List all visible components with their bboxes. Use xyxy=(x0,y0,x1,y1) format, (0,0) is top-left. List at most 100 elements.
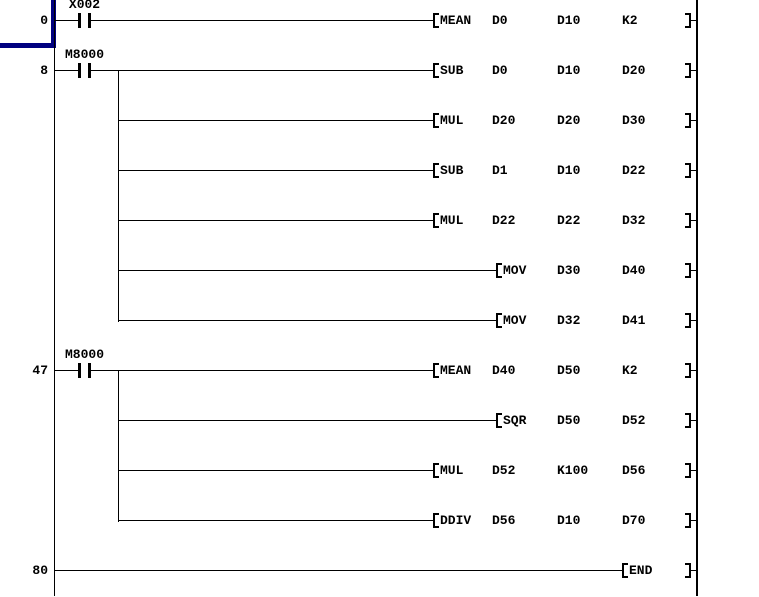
instruction-operand[interactable]: D32 xyxy=(557,313,581,328)
rung-row: 0 X002 MEAN D0 D10 K2 xyxy=(0,0,759,32)
normally-open-contact[interactable] xyxy=(70,10,98,32)
instruction-operand[interactable]: D30 xyxy=(622,113,646,128)
instruction-operand[interactable]: D52 xyxy=(492,463,516,478)
instruction-operand[interactable]: D22 xyxy=(492,213,516,228)
step-number: 80 xyxy=(32,563,48,578)
rung-row: MOV D30 D40 xyxy=(0,260,759,282)
instruction-opcode[interactable]: END xyxy=(629,563,653,578)
instruction-operand[interactable]: D1 xyxy=(492,163,508,178)
instruction-operand[interactable]: D52 xyxy=(622,413,646,428)
open-bracket-icon xyxy=(433,163,439,178)
instruction-operand[interactable]: K2 xyxy=(622,13,638,28)
contact-bar xyxy=(78,13,81,28)
instruction-operand[interactable]: D41 xyxy=(622,313,646,328)
instruction-operand[interactable]: D20 xyxy=(557,113,581,128)
left-power-rail xyxy=(53,0,55,596)
wire xyxy=(118,219,433,221)
instruction-operand[interactable]: K2 xyxy=(622,363,638,378)
wire xyxy=(118,269,496,271)
wire xyxy=(690,19,697,21)
instruction-opcode[interactable]: MUL xyxy=(440,113,464,128)
wire xyxy=(54,19,79,21)
instruction-operand[interactable]: D22 xyxy=(557,213,581,228)
wire xyxy=(118,169,433,171)
instruction-operand[interactable]: D32 xyxy=(622,213,646,228)
wire xyxy=(118,469,433,471)
instruction-operand[interactable]: K100 xyxy=(557,463,589,478)
instruction-operand[interactable]: D10 xyxy=(557,163,581,178)
contact-bar xyxy=(78,63,81,78)
instruction-opcode[interactable]: SUB xyxy=(440,163,464,178)
wire xyxy=(118,319,496,321)
instruction-operand[interactable]: D56 xyxy=(622,463,646,478)
instruction-operand[interactable]: D0 xyxy=(492,63,508,78)
wire xyxy=(690,469,697,471)
instruction-opcode[interactable]: MUL xyxy=(440,463,464,478)
instruction-operand[interactable]: D40 xyxy=(492,363,516,378)
contact-label: X002 xyxy=(68,0,101,12)
open-bracket-icon xyxy=(496,413,502,428)
wire xyxy=(90,369,433,371)
rung-row: DDIV D56 D10 D70 xyxy=(0,510,759,532)
rung-row: SUB D1 D10 D22 xyxy=(0,160,759,182)
open-bracket-icon xyxy=(433,13,439,28)
open-bracket-icon xyxy=(433,363,439,378)
rung-row: 8 M8000 SUB D0 D10 D20 xyxy=(0,48,759,82)
contact-bar xyxy=(88,13,91,28)
rung-row: MOV D32 D41 xyxy=(0,310,759,332)
wire xyxy=(690,319,697,321)
instruction-operand[interactable]: D30 xyxy=(557,263,581,278)
wire xyxy=(690,169,697,171)
open-bracket-icon xyxy=(433,463,439,478)
open-bracket-icon xyxy=(433,63,439,78)
rung-row: MUL D52 K100 D56 xyxy=(0,460,759,482)
normally-open-contact[interactable] xyxy=(70,360,98,382)
instruction-operand[interactable]: D10 xyxy=(557,63,581,78)
instruction-operand[interactable]: D0 xyxy=(492,13,508,28)
open-bracket-icon xyxy=(622,563,628,578)
rung-row: MUL D22 D22 D32 xyxy=(0,210,759,232)
wire xyxy=(90,69,433,71)
instruction-opcode[interactable]: MEAN xyxy=(440,13,472,28)
wire xyxy=(690,119,697,121)
branch-wire xyxy=(117,369,119,522)
instruction-operand[interactable]: D40 xyxy=(622,263,646,278)
instruction-opcode[interactable]: DDIV xyxy=(440,513,472,528)
instruction-operand[interactable]: D70 xyxy=(622,513,646,528)
contact-label: M8000 xyxy=(64,347,104,362)
instruction-opcode[interactable]: SQR xyxy=(503,413,527,428)
instruction-operand[interactable]: D56 xyxy=(492,513,516,528)
instruction-opcode[interactable]: MOV xyxy=(503,313,527,328)
contact-bar xyxy=(78,363,81,378)
wire xyxy=(90,19,433,21)
contact-bar xyxy=(88,63,91,78)
step-number: 47 xyxy=(32,363,48,378)
wire xyxy=(690,269,697,271)
instruction-operand[interactable]: D50 xyxy=(557,413,581,428)
wire xyxy=(54,369,79,371)
wire xyxy=(54,569,623,571)
instruction-opcode[interactable]: MUL xyxy=(440,213,464,228)
open-bracket-icon xyxy=(496,313,502,328)
instruction-operand[interactable]: D22 xyxy=(622,163,646,178)
wire xyxy=(690,519,697,521)
rung-row: SQR D50 D52 xyxy=(0,410,759,432)
normally-open-contact[interactable] xyxy=(70,60,98,82)
instruction-operand[interactable]: D50 xyxy=(557,363,581,378)
instruction-operand[interactable]: D10 xyxy=(557,513,581,528)
wire xyxy=(118,519,433,521)
right-power-rail xyxy=(696,0,698,596)
rung-row: 80 END xyxy=(0,560,759,582)
open-bracket-icon xyxy=(496,263,502,278)
wire xyxy=(54,69,79,71)
instruction-operand[interactable]: D20 xyxy=(622,63,646,78)
wire xyxy=(690,369,697,371)
instruction-opcode[interactable]: SUB xyxy=(440,63,464,78)
instruction-operand[interactable]: D20 xyxy=(492,113,516,128)
instruction-opcode[interactable]: MEAN xyxy=(440,363,472,378)
contact-bar xyxy=(88,363,91,378)
open-bracket-icon xyxy=(433,513,439,528)
instruction-opcode[interactable]: MOV xyxy=(503,263,527,278)
instruction-operand[interactable]: D10 xyxy=(557,13,581,28)
contact-label: M8000 xyxy=(64,47,104,62)
